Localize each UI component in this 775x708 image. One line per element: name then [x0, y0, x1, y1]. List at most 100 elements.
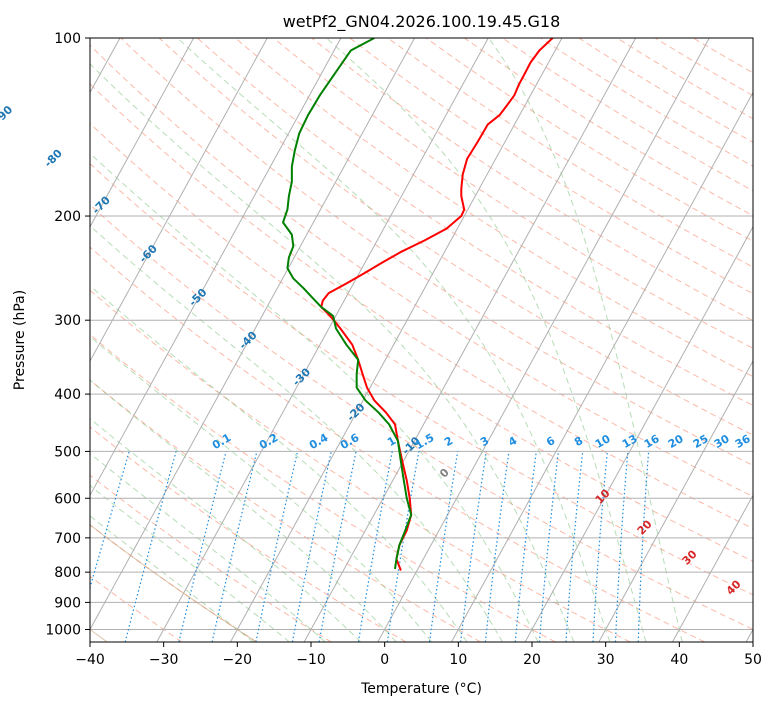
mixing-ratio-line	[211, 451, 258, 642]
mixing-ratio-label: 0.6	[338, 431, 362, 452]
moist-adiabat	[90, 452, 326, 642]
isotherm-label: -80	[42, 147, 65, 170]
mixing-ratio-line	[90, 451, 130, 591]
dry-adiabat	[349, 38, 753, 295]
isotherm-line	[90, 38, 195, 228]
isotherm-labels: -100-90-80-70-60-50-40-30-20-10010203040…	[0, 103, 753, 598]
moist-adiabat	[90, 335, 432, 642]
y-tick-label: 800	[54, 565, 81, 581]
x-tick-label: −10	[296, 652, 326, 668]
mixing-ratio-line	[428, 451, 459, 642]
isotherm-line	[156, 38, 489, 642]
dry-adiabat	[90, 289, 631, 642]
mixing-ratio-label: 6	[544, 434, 557, 449]
moist-adiabat	[326, 38, 647, 642]
mixing-ratio-label: 2	[442, 434, 455, 449]
dry-adiabat	[158, 38, 753, 436]
theta-label: 10	[593, 486, 613, 506]
isotherm-line	[672, 494, 753, 642]
x-tick-label: 10	[449, 652, 467, 668]
x-tick-label: −20	[223, 652, 253, 668]
isotherm-label: -40	[236, 329, 259, 352]
dry-adiabat	[540, 38, 753, 167]
moist-adiabat	[90, 225, 503, 642]
moist-adiabat	[90, 63, 575, 642]
isotherm-label: -70	[90, 193, 113, 216]
mixing-ratio-label: 3	[478, 434, 491, 449]
dry-adiabat	[90, 379, 481, 642]
moist-adiabat	[90, 418, 362, 642]
background-lines	[90, 38, 753, 642]
mixing-ratio-line	[484, 451, 510, 642]
dry-adiabat	[90, 162, 753, 596]
dry-adiabat	[616, 38, 753, 120]
theta-label: 20	[635, 517, 655, 537]
isotherm-line	[524, 225, 753, 642]
mixing-ratio-line	[255, 451, 299, 642]
y-tick-label: 600	[54, 491, 81, 507]
dry-adiabat	[692, 38, 753, 74]
theta-label: 30	[680, 547, 700, 567]
moist-adiabat	[90, 152, 539, 642]
theta-label: 40	[724, 577, 744, 597]
isotherm-line	[90, 38, 342, 497]
moist-adiabat	[488, 38, 683, 642]
y-tick-label: 100	[54, 31, 81, 47]
plot-frame	[89, 37, 754, 643]
profile-series	[282, 38, 554, 571]
mixing-ratio-line	[291, 451, 332, 642]
isotherm-line	[90, 38, 416, 631]
x-tick-label: 40	[670, 652, 688, 668]
x-tick-label: 30	[597, 652, 615, 668]
moist-adiabat	[177, 38, 611, 642]
y-axis: 100 200 300 400 500 600 700 800 900 1000	[45, 31, 90, 638]
moist-adiabat	[90, 484, 290, 642]
adiabat-tan	[90, 524, 257, 642]
mixing-ratio-line	[614, 451, 629, 642]
dry-adiabat	[387, 38, 753, 268]
isotherm-line	[303, 38, 637, 642]
y-tick-label: 1000	[45, 622, 81, 638]
x-tick-label: 20	[523, 652, 541, 668]
dry-adiabat	[311, 38, 753, 322]
mixing-ratio-line	[386, 451, 420, 642]
mixing-ratio-line	[178, 451, 227, 642]
dry-adiabat	[90, 204, 753, 631]
temperature-line	[320, 38, 554, 571]
y-tick-label: 300	[54, 313, 81, 329]
dry-adiabat	[235, 38, 753, 378]
mixing-ratio-label: 20	[666, 432, 686, 451]
mixing-ratio-line	[538, 451, 560, 642]
dry-adiabat	[90, 426, 407, 642]
y-tick-label: 200	[54, 209, 81, 225]
y-tick-label: 700	[54, 531, 81, 547]
mixing-ratio-label: 30	[712, 432, 732, 451]
dry-adiabat	[196, 38, 753, 407]
y-tick-label: 900	[54, 595, 81, 611]
dry-adiabat	[90, 575, 183, 642]
dry-adiabat	[90, 333, 556, 642]
dry-adiabat	[654, 38, 753, 97]
x-tick-label: −40	[75, 652, 105, 668]
isotherm-line	[377, 38, 710, 642]
x-tick-label: 50	[744, 652, 762, 668]
moist-adiabat	[90, 379, 397, 642]
dewpoint-line	[282, 38, 413, 570]
x-tick-label: −30	[149, 652, 179, 668]
mixing-ratio-label: 0.4	[307, 431, 331, 452]
x-axis-title: Temperature (°C)	[360, 681, 482, 697]
mixing-ratio-label: 36	[733, 432, 753, 451]
dry-adiabat	[90, 524, 257, 642]
isotherm-line	[90, 38, 268, 363]
mixing-ratio-line	[514, 451, 537, 642]
x-axis: −40 −30 −20 −10 0 10 20 30 40 50	[75, 642, 762, 668]
y-tick-label: 400	[54, 387, 81, 403]
dry-adiabat	[90, 474, 332, 642]
dry-adiabat	[90, 83, 753, 530]
x-tick-label: 0	[380, 652, 389, 668]
dry-adiabat	[90, 246, 706, 642]
mixing-ratio-label: 13	[620, 432, 640, 451]
dry-adiabat	[578, 38, 753, 143]
